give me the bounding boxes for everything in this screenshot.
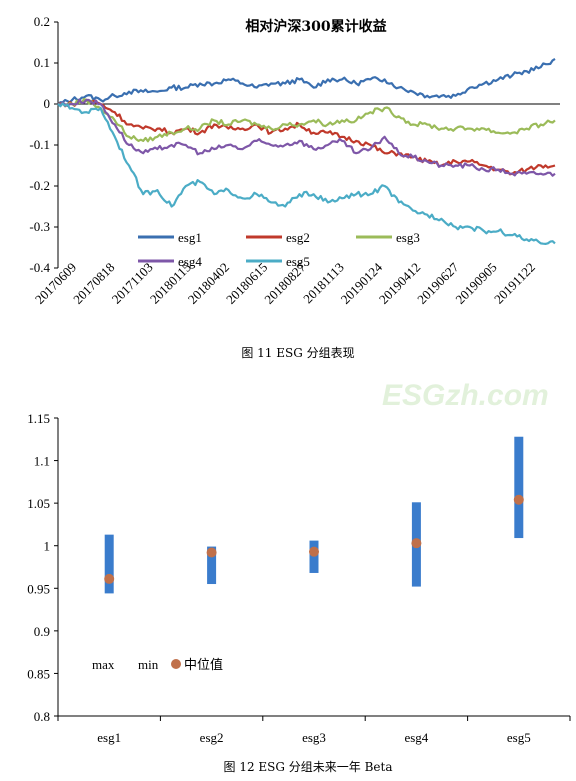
legend-label-esg3: esg3 (396, 230, 420, 245)
beta-range-bar-esg5 (514, 436, 524, 539)
legend-label-2: 中位值 (184, 657, 223, 672)
chart2-y-tick-label: 0.95 (27, 581, 50, 596)
chart1-y-tick-label: 0 (44, 96, 51, 111)
chart1-title: 相对沪深300累计收益 (245, 18, 386, 35)
series-line-esg2 (57, 98, 556, 176)
chart2-y-tick-label: 0.85 (27, 666, 50, 681)
chart2-x-tick-label: esg4 (404, 730, 428, 745)
series-line-esg4 (57, 98, 556, 177)
chart2-x-tick-label: esg1 (97, 730, 121, 745)
chart1-x-tick-label: 20171103 (109, 260, 156, 307)
chart1-y-tick-label: 0.2 (34, 14, 50, 29)
legend-label-esg4: esg4 (178, 254, 202, 269)
chart2-x-tick-label: esg2 (200, 730, 224, 745)
series-line-esg3 (57, 97, 556, 143)
beta-median-point-esg1 (104, 573, 115, 584)
beta-range-bar-esg3 (309, 540, 319, 573)
chart2-x-tick-label: esg3 (302, 730, 326, 745)
chart1-x-tick-label: 20191122 (491, 260, 538, 307)
beta-median-point-esg2 (206, 547, 217, 558)
chart1-x-tick-label: 20180615 (223, 260, 270, 307)
beta-range-bar-esg1 (104, 534, 114, 594)
legend-label-esg2: esg2 (286, 230, 310, 245)
legend-label-esg5: esg5 (286, 254, 310, 269)
legend-label-1: min (138, 657, 159, 672)
chart1-x-tick-label: 20190905 (452, 260, 499, 307)
chart1-y-tick-label: -0.4 (29, 260, 50, 275)
series-line-esg1 (57, 57, 556, 105)
chart2-caption: 图 12 ESG 分组未来一年 Beta (224, 760, 393, 774)
chart1-y-tick-label: 0.1 (34, 55, 50, 70)
legend-median-marker (171, 659, 181, 669)
chart2-x-tick-label: esg5 (507, 730, 531, 745)
chart2-y-tick-label: 0.9 (34, 624, 50, 639)
chart1-y-tick-label: -0.3 (29, 219, 50, 234)
chart1-x-tick-label: 20190412 (376, 260, 423, 307)
cumulative-return-chart: 相对沪深300累计收益 0.2 0.1 0 -0.1 -0.2 -0.3 -0.4 2017… (29, 14, 560, 307)
chart2-y-tick-label: 0.8 (34, 709, 50, 724)
chart1-y-tick-label: -0.1 (29, 137, 50, 152)
chart1-y-tick-label: -0.2 (29, 178, 50, 193)
chart1-caption: 图 11 ESG 分组表现 (241, 346, 354, 360)
beta-range-chart: 1.15 1.1 1.05 1 0.95 0.9 0.85 0.8 esg1 esg2 esg3 e… (27, 411, 571, 745)
beta-range-bar-esg2 (207, 546, 217, 585)
beta-median-point-esg5 (513, 494, 524, 505)
beta-median-point-esg4 (411, 538, 422, 549)
chart2-y-tick-label: 1 (44, 539, 51, 554)
chart2-y-tick-label: 1.15 (27, 411, 50, 426)
legend-label-0: max (92, 657, 115, 672)
chart1-x-tick-label: 20170818 (70, 260, 117, 307)
watermark: ESGzh.com (382, 379, 549, 412)
series-line-esg5 (57, 102, 556, 245)
chart2-y-tick-label: 1.05 (27, 496, 50, 511)
legend-label-esg1: esg1 (178, 230, 202, 245)
beta-median-point-esg3 (309, 546, 319, 557)
chart2-y-tick-label: 1.1 (34, 454, 50, 469)
